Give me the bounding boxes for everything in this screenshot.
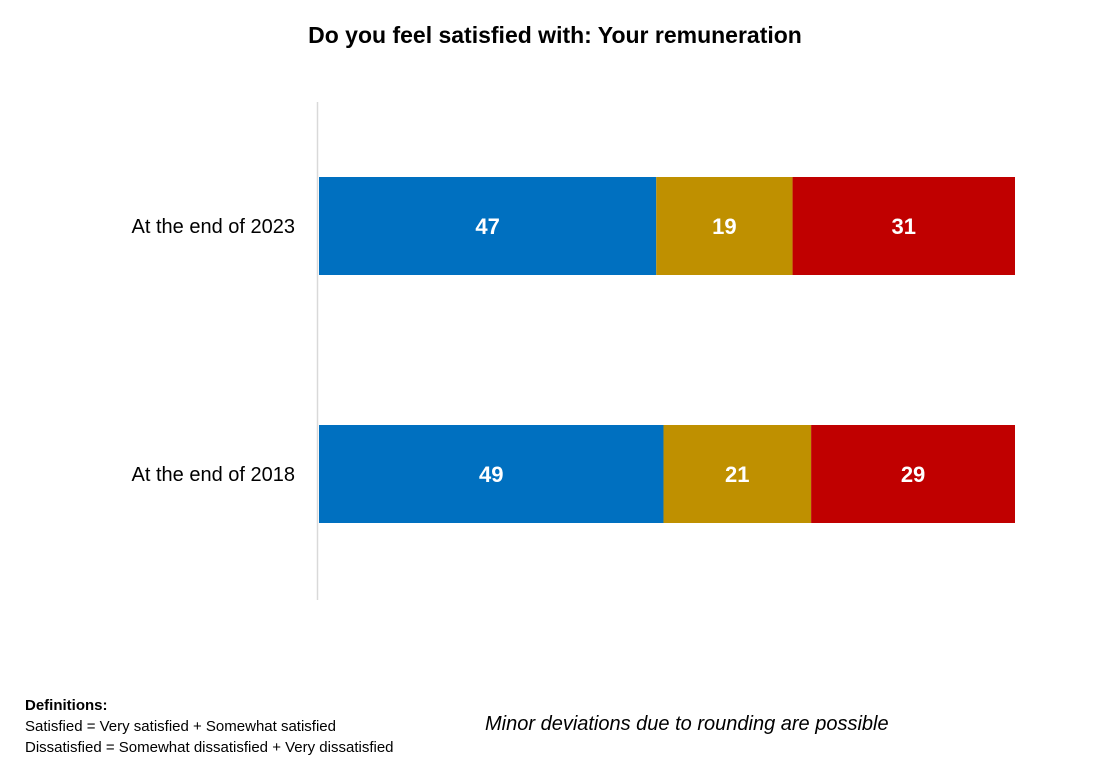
definition-dissatisfied: Dissatisfied = Somewhat dissatisfied + V… <box>25 739 394 756</box>
data-label: 21 <box>725 462 749 487</box>
bar-segment <box>811 425 1015 523</box>
data-label: 19 <box>712 214 736 239</box>
chart-title: Do you feel satisfied with: Your remuner… <box>308 22 802 48</box>
bar-segment <box>663 425 812 523</box>
definitions-title: Definitions: <box>25 697 108 714</box>
data-label: 47 <box>475 214 499 239</box>
definitions: Definitions: Satisfied = Very satisfied … <box>25 695 394 758</box>
bar-segment <box>319 425 664 523</box>
rounding-note: Minor deviations due to rounding are pos… <box>485 713 889 735</box>
definition-satisfied: Satisfied = Very satisfied + Somewhat sa… <box>25 718 336 735</box>
category-label: At the end of 2023 <box>132 216 295 238</box>
bar-segment <box>792 177 1015 275</box>
bar-segment <box>319 177 657 275</box>
bar-segment <box>656 177 793 275</box>
data-label: 49 <box>479 462 503 487</box>
category-label: At the end of 2018 <box>132 464 295 486</box>
data-label: 29 <box>901 462 925 487</box>
data-label: 31 <box>892 214 916 239</box>
